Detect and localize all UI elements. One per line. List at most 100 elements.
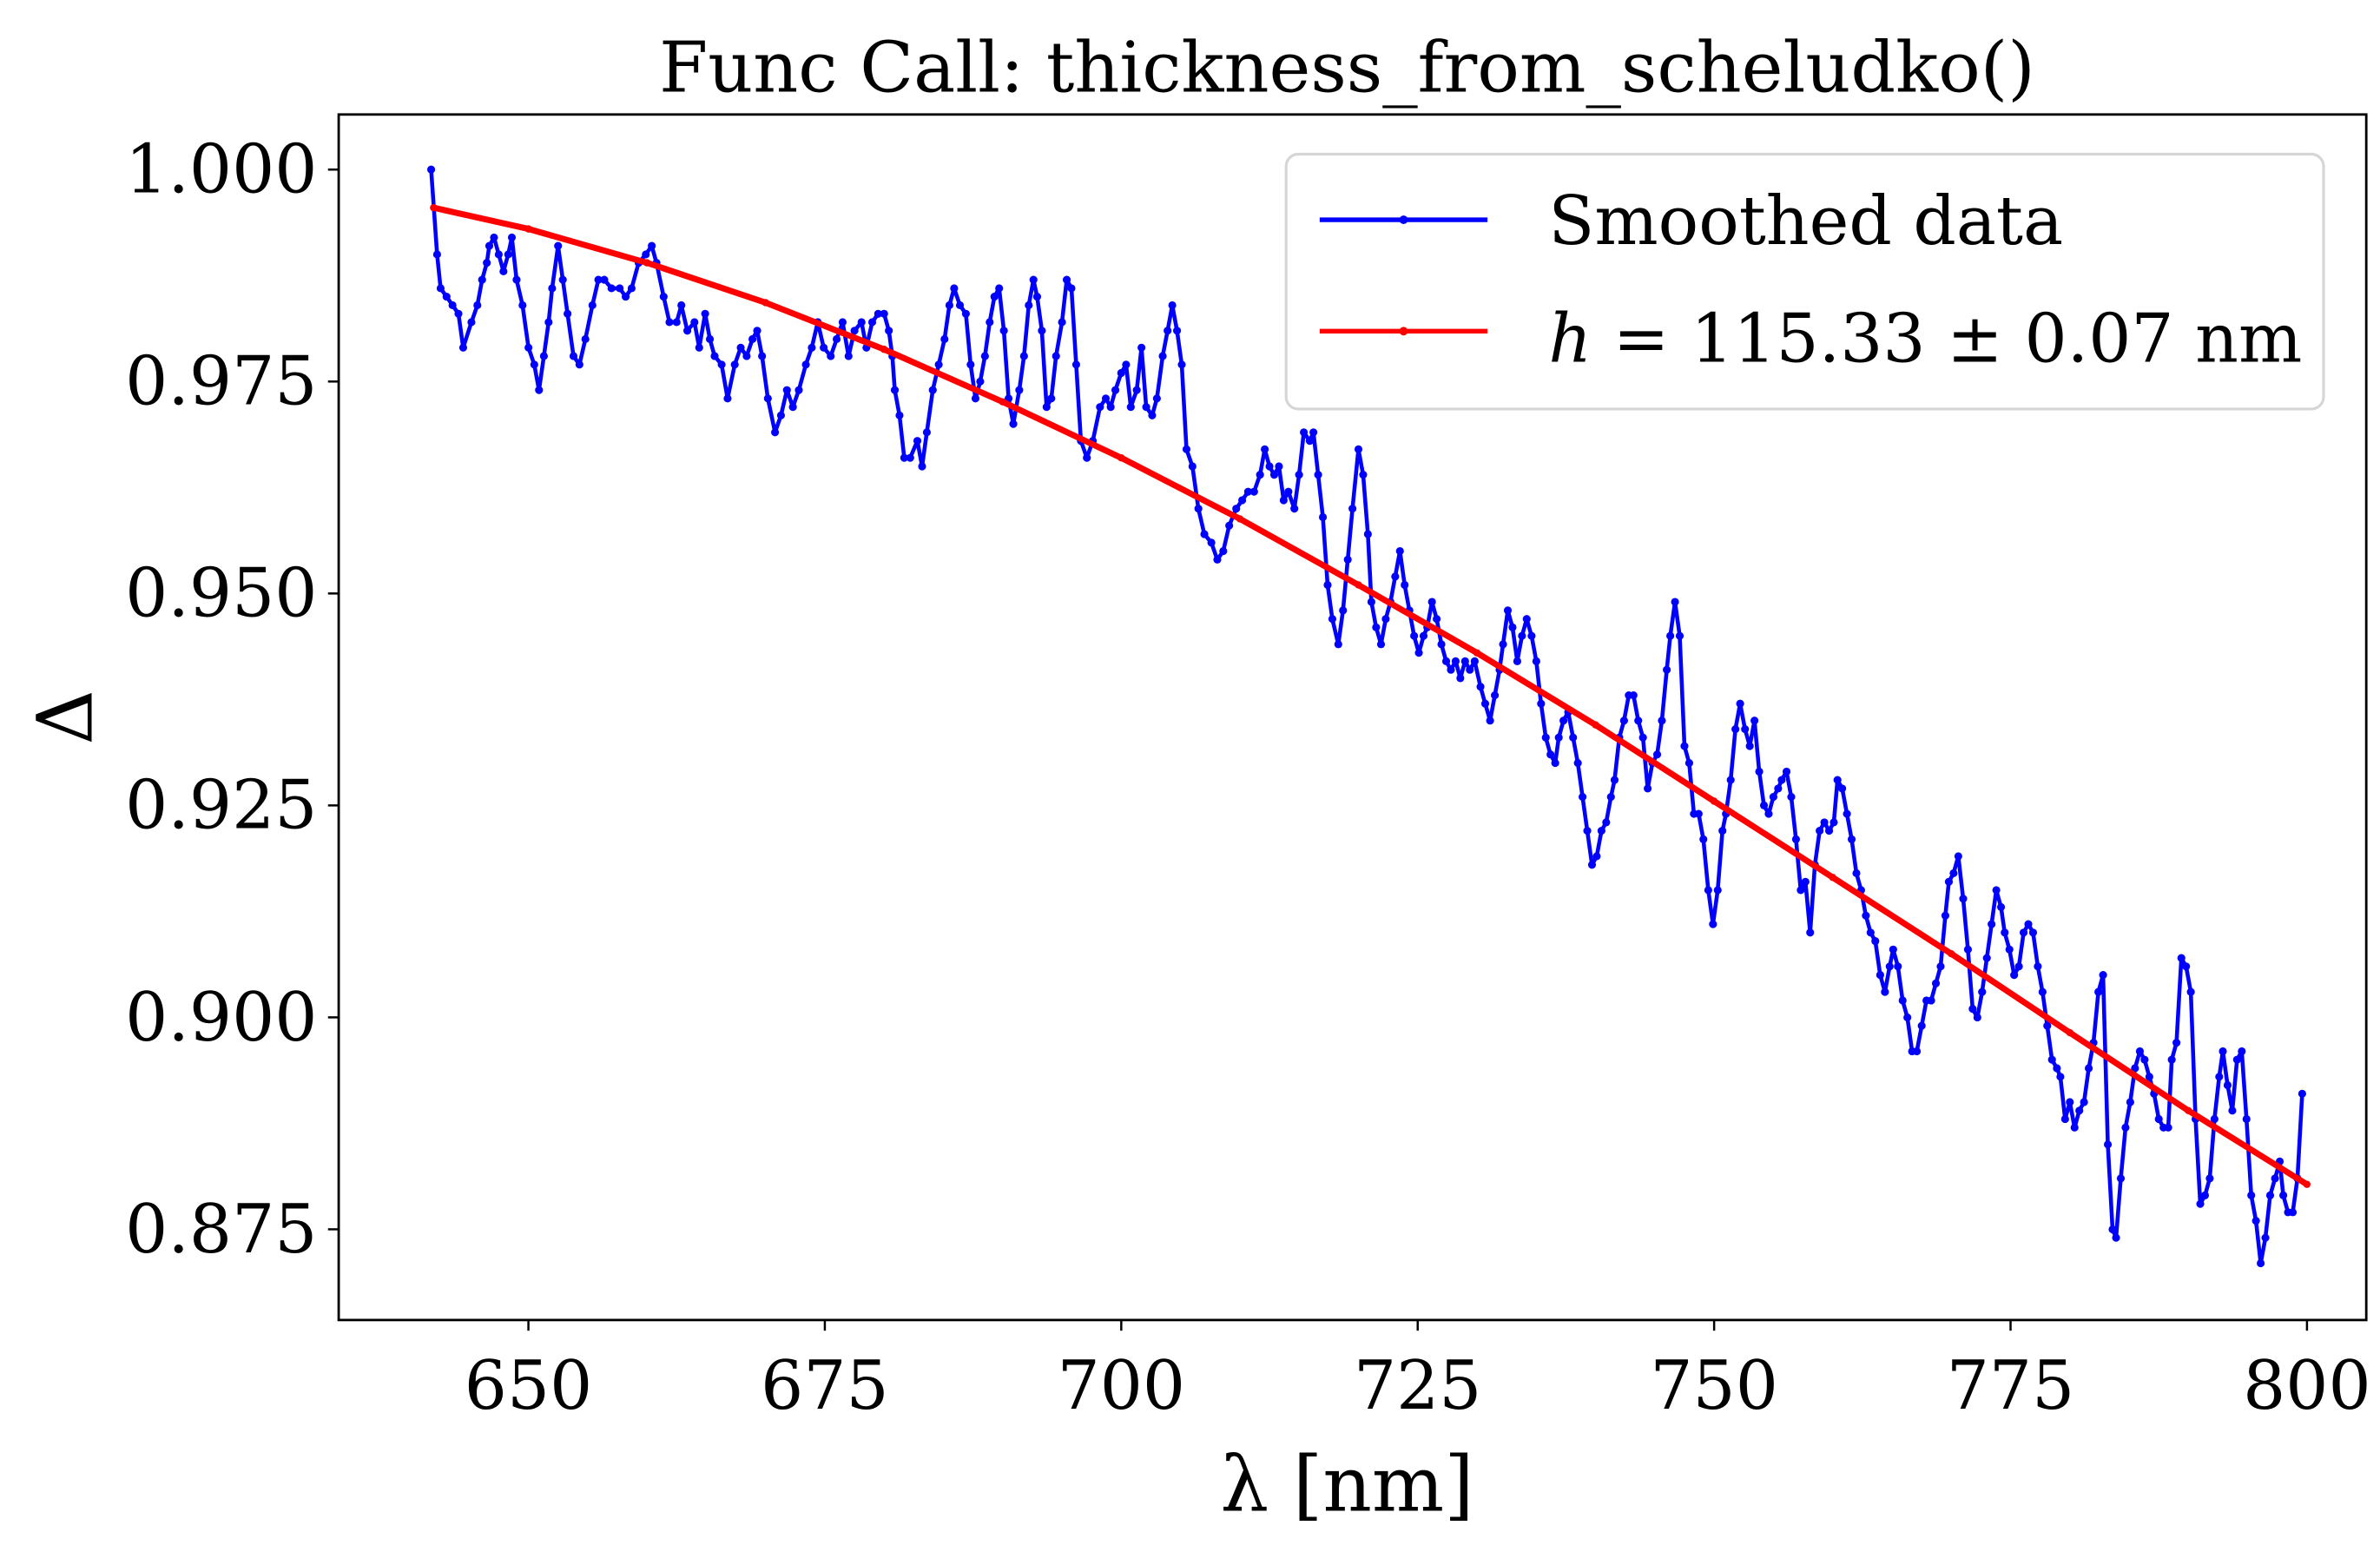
data-point [2103, 1140, 2113, 1149]
data-point [1912, 1047, 1922, 1056]
data-point [1680, 742, 1689, 750]
data-point [2145, 1073, 2153, 1081]
data-point [1359, 471, 1368, 479]
data-point [2210, 1114, 2218, 1124]
data-point [1731, 724, 1740, 734]
data-point [1269, 471, 1279, 479]
data-point [1936, 962, 1945, 971]
data-point [913, 437, 922, 446]
legend-box [1284, 152, 2325, 411]
data-point [1480, 699, 1490, 708]
data-point [1052, 352, 1060, 360]
data-point [2265, 1191, 2275, 1199]
data-point [600, 275, 609, 284]
data-point [1597, 827, 1605, 835]
data-point [1117, 368, 1125, 378]
data-point [971, 394, 980, 403]
data-point [1710, 797, 1718, 805]
data-point [2080, 1098, 2088, 1106]
data-point [1261, 445, 1269, 453]
data-point [1395, 546, 1404, 556]
data-point [1992, 886, 2001, 895]
data-point [1200, 530, 1209, 538]
data-point [1117, 453, 1125, 462]
data-point [1219, 546, 1228, 556]
data-point [1602, 818, 1611, 827]
data-point [850, 327, 859, 335]
data-point [1941, 911, 1949, 920]
data-point [2182, 962, 2191, 971]
data-point [548, 284, 557, 293]
data-point [1447, 665, 1455, 674]
data-point [1927, 996, 1935, 1005]
data-point [717, 360, 726, 369]
data-point [2271, 1174, 2279, 1183]
data-point [1843, 809, 1851, 818]
data-point [2038, 987, 2047, 996]
data-point [1343, 555, 1352, 564]
x-axis: 650 675 700 725 750 775 800 [465, 1319, 2371, 1425]
legend-marker-fit [1399, 327, 1408, 336]
data-point [1142, 403, 1150, 412]
data-point [2242, 1114, 2251, 1124]
data-point [1658, 717, 1666, 725]
data-point [2223, 1080, 2232, 1090]
data-point [1518, 631, 1526, 640]
legend-fit-text: = 115.33 ± 0.07 nm [1592, 300, 2302, 378]
data-point [2019, 928, 2028, 937]
y-tick-label: 0.875 [125, 1191, 317, 1269]
data-point [627, 284, 636, 293]
data-point [1172, 327, 1182, 335]
data-point [677, 300, 686, 310]
data-point [1348, 505, 1357, 513]
data-point [1666, 631, 1675, 640]
data-point [1381, 615, 1390, 624]
data-point [588, 300, 597, 310]
chart-title: Func Call: thickness_from_scheludko() [659, 27, 2035, 109]
series-fit [430, 203, 2311, 1188]
data-point [2131, 1064, 2139, 1073]
data-point [1101, 394, 1111, 403]
data-point [857, 318, 866, 327]
data-point [442, 293, 451, 301]
data-point [2112, 1233, 2120, 1242]
data-point [2094, 987, 2103, 996]
data-point [1675, 631, 1684, 640]
data-point [1410, 631, 1419, 640]
data-point [1339, 606, 1348, 615]
data-point [1801, 877, 1810, 886]
data-point [504, 250, 512, 259]
data-point [1903, 1013, 1912, 1022]
data-point [1083, 453, 1091, 462]
data-point [1067, 284, 1076, 293]
data-point [1871, 937, 1880, 946]
data-point [1745, 742, 1754, 750]
series-smoothed-data [426, 165, 2306, 1268]
data-point [448, 300, 457, 310]
data-point [900, 453, 908, 462]
data-point [2060, 1114, 2069, 1124]
data-point [2116, 1174, 2126, 1183]
data-point [1652, 750, 1662, 759]
data-point [1490, 690, 1500, 700]
data-point [1456, 674, 1465, 683]
data-point [1300, 428, 1309, 437]
data-point [1213, 555, 1222, 564]
data-point [1988, 920, 1996, 928]
data-point [934, 360, 943, 369]
data-point [672, 318, 681, 327]
data-point [695, 343, 703, 352]
data-point [2014, 962, 2023, 971]
data-point [575, 360, 583, 369]
data-point [2196, 1199, 2205, 1208]
data-point [1476, 683, 1485, 691]
data-point [1466, 665, 1474, 674]
data-point [723, 394, 732, 403]
data-point [1833, 776, 1842, 784]
data-point [1042, 403, 1051, 412]
data-point [1188, 462, 1197, 471]
x-tick-label: 700 [1058, 1347, 1186, 1425]
x-tick-label: 675 [761, 1347, 889, 1425]
data-point [1279, 496, 1288, 505]
